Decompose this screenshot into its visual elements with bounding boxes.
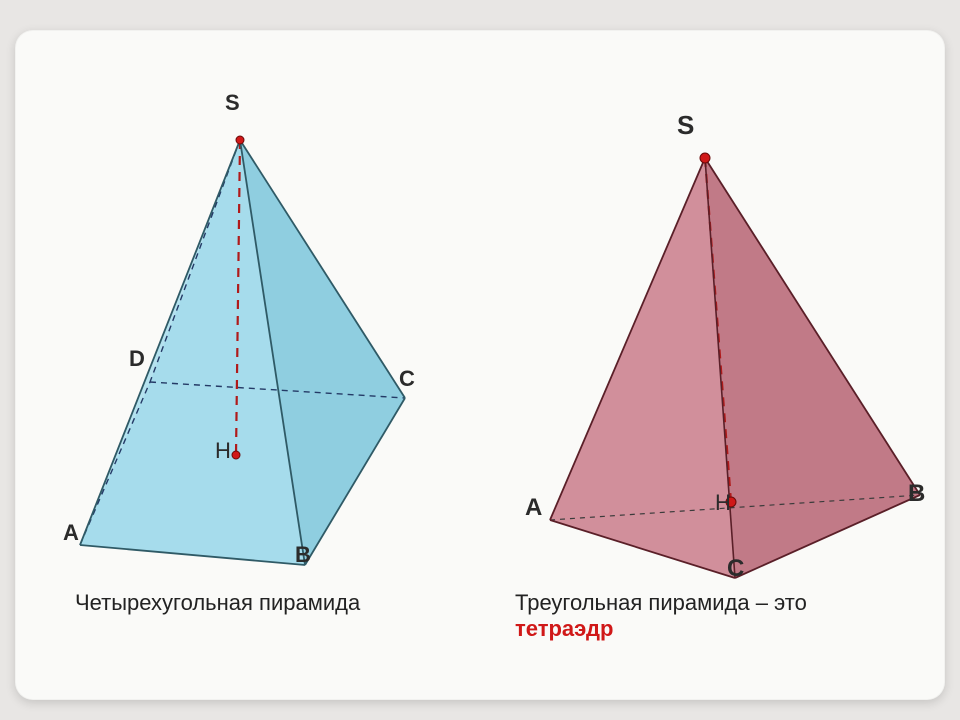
caption-right-plain: Треугольная пирамида – это (515, 590, 807, 615)
slide-card: S A B C D H S A B C H Четырехугольная пи… (15, 30, 945, 700)
label-S-right: S (677, 110, 694, 141)
face-SCB (705, 158, 920, 578)
caption-right-red: тетраэдр (515, 616, 613, 641)
point-S-right (700, 153, 710, 163)
face-SAC (550, 158, 735, 578)
caption-left: Четырехугольная пирамида (75, 590, 375, 616)
label-C-right: C (727, 555, 744, 583)
label-A-right: A (525, 494, 542, 522)
label-H-right: H (715, 490, 731, 516)
label-B-right: B (908, 480, 925, 508)
caption-right: Треугольная пирамида – это тетраэдр (515, 590, 915, 642)
